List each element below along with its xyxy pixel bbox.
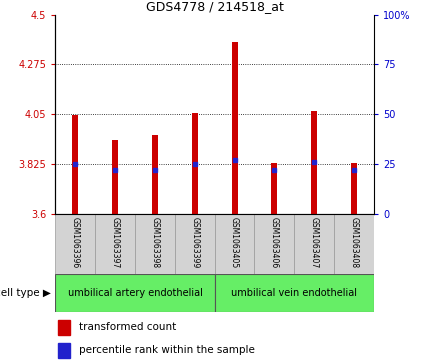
Text: umbilical artery endothelial: umbilical artery endothelial [68, 288, 202, 298]
Text: percentile rank within the sample: percentile rank within the sample [79, 345, 255, 355]
Bar [55, 214, 95, 274]
Bar [215, 274, 374, 312]
Bar [311, 111, 317, 214]
Text: GSM1063396: GSM1063396 [71, 217, 79, 268]
Bar [215, 214, 255, 274]
Bar [112, 140, 118, 214]
Bar [192, 113, 198, 214]
Bar [175, 214, 215, 274]
Bar [55, 274, 215, 312]
Bar [58, 343, 70, 358]
Bar [232, 42, 238, 214]
Text: transformed count: transformed count [79, 322, 177, 333]
Text: GSM1063407: GSM1063407 [310, 217, 319, 268]
Text: GSM1063398: GSM1063398 [150, 217, 159, 268]
Text: GSM1063397: GSM1063397 [110, 217, 119, 268]
Bar [95, 214, 135, 274]
Text: GSM1063405: GSM1063405 [230, 217, 239, 268]
Bar [58, 320, 70, 335]
Bar [294, 214, 334, 274]
Text: cell type ▶: cell type ▶ [0, 288, 51, 298]
Title: GDS4778 / 214518_at: GDS4778 / 214518_at [146, 0, 283, 13]
Bar [72, 115, 78, 214]
Bar [351, 163, 357, 214]
Bar [255, 214, 294, 274]
Text: umbilical vein endothelial: umbilical vein endothelial [231, 288, 357, 298]
Bar [334, 214, 374, 274]
Text: GSM1063399: GSM1063399 [190, 217, 199, 268]
Bar [272, 163, 278, 214]
Bar [135, 214, 175, 274]
Text: GSM1063406: GSM1063406 [270, 217, 279, 268]
Text: GSM1063408: GSM1063408 [350, 217, 359, 268]
Bar [152, 135, 158, 214]
